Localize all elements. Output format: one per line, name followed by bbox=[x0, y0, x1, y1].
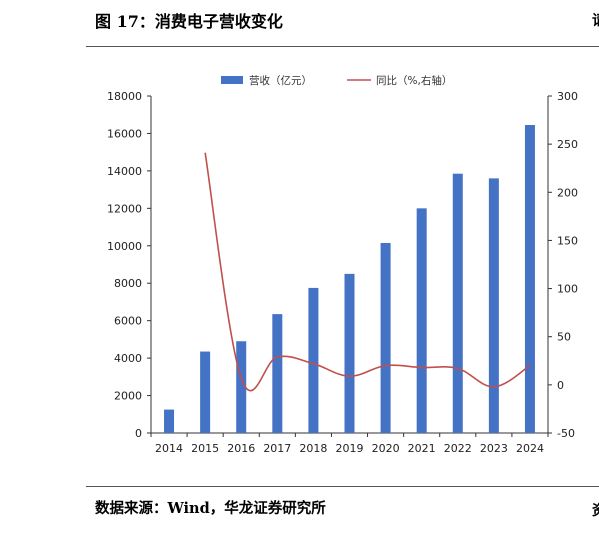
x-tick-label: 2021 bbox=[408, 442, 436, 455]
x-tick-label: 2023 bbox=[480, 442, 508, 455]
yoy-growth-line bbox=[204, 152, 531, 392]
top-divider bbox=[86, 46, 599, 47]
right-tick-label: -50 bbox=[557, 427, 575, 440]
legend-label-revenue: 营收（亿元） bbox=[249, 74, 312, 87]
revenue-bar bbox=[164, 409, 175, 433]
figure-title: 图 17：消费电子营收变化 bbox=[95, 12, 283, 31]
left-tick-label: 2000 bbox=[114, 390, 142, 403]
right-tick-label: 50 bbox=[557, 331, 571, 344]
data-source: 数据来源：Wind，华龙证券研究所 bbox=[95, 500, 326, 517]
left-tick-label: 10000 bbox=[107, 240, 142, 253]
right-tick-label: 200 bbox=[557, 186, 578, 199]
left-tick-label: 4000 bbox=[114, 352, 142, 365]
left-tick-label: 16000 bbox=[107, 127, 142, 140]
x-tick-label: 2019 bbox=[336, 442, 364, 455]
revenue-bar bbox=[488, 178, 499, 433]
left-tick-label: 12000 bbox=[107, 202, 142, 215]
right-tick-label: 150 bbox=[557, 234, 578, 247]
revenue-bar bbox=[308, 287, 319, 433]
revenue-bar bbox=[524, 125, 535, 434]
revenue-bar bbox=[380, 242, 391, 433]
page-edge-glyph-top: 请 bbox=[592, 10, 599, 30]
revenue-bar bbox=[452, 173, 463, 434]
right-tick-label: 100 bbox=[557, 283, 578, 296]
revenue-bar bbox=[344, 273, 355, 433]
right-tick-label: 0 bbox=[557, 379, 564, 392]
right-tick-label: 300 bbox=[557, 90, 578, 103]
revenue-bar bbox=[200, 351, 211, 433]
x-tick-label: 2016 bbox=[227, 442, 255, 455]
bottom-divider bbox=[86, 486, 599, 487]
left-tick-label: 0 bbox=[135, 427, 142, 440]
x-tick-label: 2020 bbox=[372, 442, 400, 455]
x-tick-label: 2018 bbox=[299, 442, 327, 455]
legend-swatch-revenue bbox=[221, 76, 243, 84]
left-tick-label: 18000 bbox=[107, 90, 142, 103]
revenue-bar bbox=[416, 208, 427, 433]
legend-label-yoy: 同比（%,右轴） bbox=[376, 74, 452, 87]
left-tick-label: 14000 bbox=[107, 165, 142, 178]
x-tick-label: 2017 bbox=[263, 442, 291, 455]
x-tick-label: 2014 bbox=[155, 442, 183, 455]
x-tick-label: 2015 bbox=[191, 442, 219, 455]
revenue-bar bbox=[272, 314, 283, 433]
x-tick-label: 2022 bbox=[444, 442, 472, 455]
revenue-bar bbox=[236, 341, 247, 433]
left-tick-label: 8000 bbox=[114, 277, 142, 290]
left-tick-label: 6000 bbox=[114, 315, 142, 328]
right-tick-label: 250 bbox=[557, 138, 578, 151]
page-edge-glyph-bottom: 资 bbox=[592, 500, 599, 520]
x-tick-label: 2024 bbox=[516, 442, 544, 455]
